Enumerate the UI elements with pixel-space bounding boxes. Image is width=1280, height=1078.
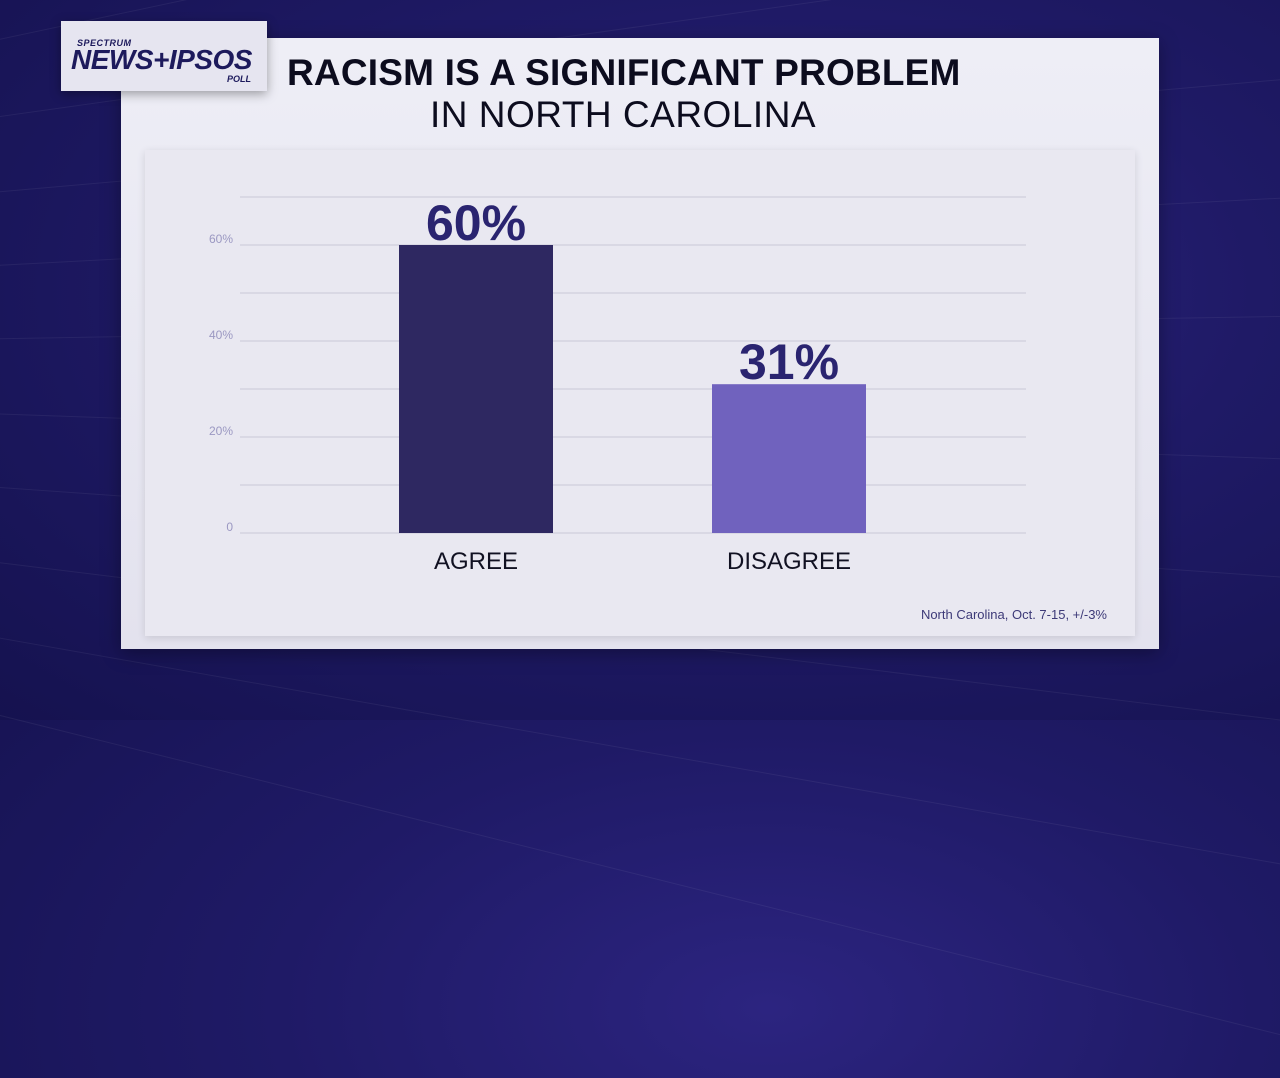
bar-chart: 0 20% 40% 60% 60% AGREE 31% DISAGREE <box>209 195 1026 575</box>
y-tick-label: 20% <box>209 424 233 438</box>
source-note: North Carolina, Oct. 7-15, +/-3% <box>920 607 1107 622</box>
plot-panel: 0 20% 40% 60% 60% AGREE 31% DISAGREE <box>145 150 1135 636</box>
logo-top-text: SPECTRUM <box>77 38 132 48</box>
category-label: DISAGREE <box>727 548 851 575</box>
category-label: AGREE <box>434 548 518 575</box>
y-tick-label: 60% <box>209 232 233 246</box>
bar-agree <box>399 245 553 533</box>
background-streak <box>0 620 1280 899</box>
background-streak <box>0 690 1280 1078</box>
value-label: 60% <box>426 195 526 251</box>
chart-title-line2: IN NORTH CAROLINA <box>430 94 817 135</box>
logo-main-text: NEWS+IPSOS <box>71 44 252 75</box>
spectrum-news-ipsos-logo: SPECTRUM NEWS+IPSOS POLL <box>61 21 267 91</box>
logo-sub-text: POLL <box>227 74 251 84</box>
y-tick-label: 40% <box>209 328 233 342</box>
chart-title-line1: RACISM IS A SIGNIFICANT PROBLEM <box>287 52 961 93</box>
bar-disagree <box>712 384 866 533</box>
y-tick-label: 0 <box>226 520 233 534</box>
value-label: 31% <box>739 334 839 390</box>
